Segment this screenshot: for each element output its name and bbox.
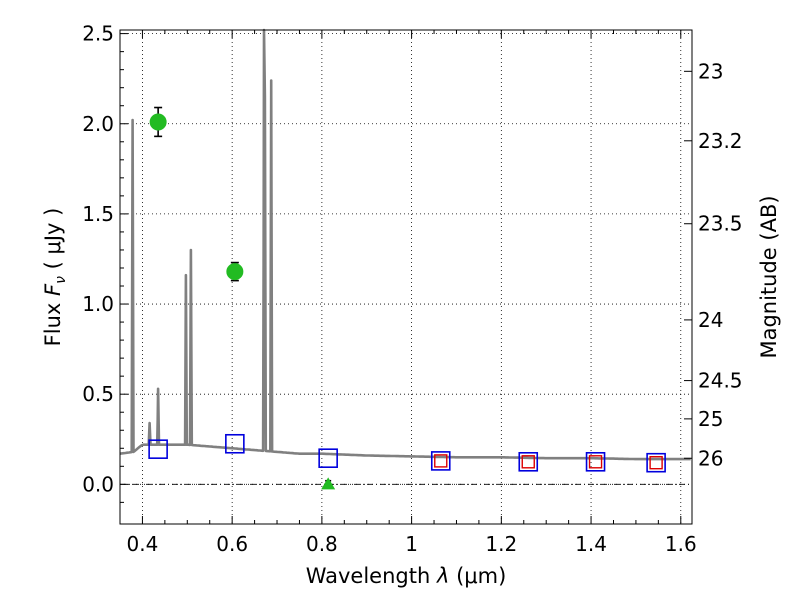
mag-tick-label: 24.5 bbox=[698, 369, 743, 393]
upper-limit-triangle bbox=[321, 477, 336, 490]
mag-tick-label: 24 bbox=[698, 308, 723, 332]
mag-tick-label: 23.2 bbox=[698, 129, 743, 153]
sed-spectrum-line bbox=[119, 28, 691, 461]
x-axis-label: Wavelength λ (μm) bbox=[306, 564, 507, 588]
y-axis-label: Flux Fν ( μJy ) bbox=[41, 208, 69, 347]
mag-tick-label: 23.5 bbox=[698, 212, 743, 236]
x-tick-label: 1 bbox=[405, 532, 418, 556]
grid bbox=[120, 30, 692, 524]
x-tick-label: 0.8 bbox=[306, 532, 338, 556]
axis-ticks: 0.4 0.6 0.8 1 1.2 1.4 1.6 0.0 0.5 1.0 1.5 2.0 2.5 23 2… bbox=[82, 22, 742, 556]
model-flux-square bbox=[585, 451, 606, 472]
mag-tick-label: 23 bbox=[698, 59, 723, 83]
model-flux-square bbox=[225, 433, 245, 454]
y-tick-label: 2.0 bbox=[82, 112, 114, 136]
x-tick-label: 1.6 bbox=[665, 532, 697, 556]
x-tick-label: 1.2 bbox=[485, 532, 517, 556]
y-tick-label: 0.0 bbox=[82, 472, 114, 496]
model-flux-square bbox=[148, 439, 168, 459]
y-tick-label: 1.5 bbox=[82, 202, 114, 226]
mag-tick-label: 25 bbox=[698, 407, 723, 431]
model-flux-inner-square bbox=[588, 455, 603, 469]
plot-frame bbox=[119, 29, 693, 525]
plot-area bbox=[119, 28, 691, 490]
x-tick-label: 0.6 bbox=[216, 532, 248, 556]
y2-axis-label: Magnitude (AB) bbox=[757, 195, 781, 358]
observed-flux-point bbox=[149, 113, 167, 131]
model-flux-inner-square bbox=[434, 454, 448, 468]
y-tick-label: 0.5 bbox=[82, 382, 114, 406]
model-flux-square bbox=[430, 451, 451, 471]
model-flux-inner-square bbox=[521, 455, 535, 469]
observed-flux-point bbox=[226, 263, 244, 281]
model-flux-inner-square bbox=[649, 456, 663, 470]
mag-tick-label: 26 bbox=[698, 446, 723, 470]
model-flux-square bbox=[518, 451, 539, 472]
y-tick-label: 2.5 bbox=[82, 22, 114, 46]
model-flux-square bbox=[646, 452, 666, 473]
x-tick-label: 1.4 bbox=[575, 532, 607, 556]
x-tick-label: 0.4 bbox=[127, 532, 159, 556]
y-tick-label: 1.0 bbox=[82, 292, 114, 316]
model-flux-square bbox=[318, 448, 338, 468]
